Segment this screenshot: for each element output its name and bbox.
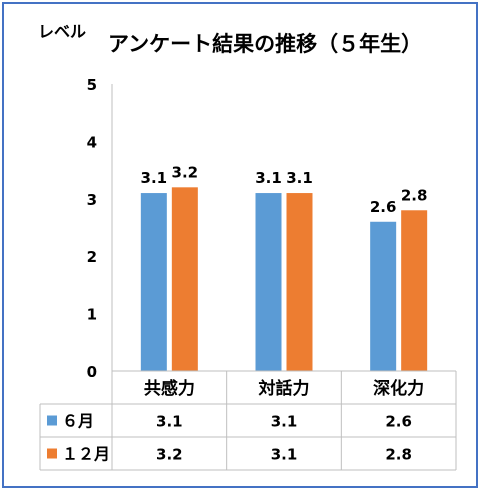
- data-label: 2.6: [370, 198, 397, 216]
- y-tick-label: 1: [87, 306, 97, 324]
- table-cell: 3.1: [271, 446, 298, 464]
- table-cell: 3.1: [156, 413, 183, 431]
- bar-december-1: [171, 187, 198, 371]
- legend-swatch: [47, 415, 57, 426]
- y-tick-label: 5: [87, 76, 97, 94]
- x-tick-label: 対話力: [258, 378, 310, 399]
- legend-label: １２月: [62, 445, 110, 464]
- y-tick-label: 0: [87, 363, 97, 381]
- bar-june-1: [140, 193, 167, 371]
- table-cell: 3.2: [156, 446, 183, 464]
- data-label: 2.8: [401, 186, 428, 204]
- legend-swatch: [47, 448, 57, 459]
- table-cell: 3.1: [271, 413, 298, 431]
- data-label: 3.1: [255, 169, 282, 187]
- x-tick-label: 共感力: [144, 378, 195, 399]
- table-cell: 2.8: [385, 446, 412, 464]
- y-axis-label: レベル: [38, 22, 86, 41]
- chart-title: アンケート結果の推移（５年生）: [108, 32, 422, 56]
- y-tick-label: 3: [87, 191, 97, 209]
- data-label: 3.1: [141, 169, 168, 187]
- bar-december-2: [286, 193, 313, 371]
- data-label: 3.1: [286, 169, 313, 187]
- bar-june-2: [255, 193, 282, 371]
- x-tick-label: 深化力: [373, 378, 424, 399]
- table-cell: 2.6: [385, 413, 412, 431]
- legend-label: ６月: [62, 412, 94, 431]
- bar-june-3: [370, 221, 397, 371]
- data-label: 3.2: [172, 163, 199, 181]
- y-tick-label: 4: [87, 133, 97, 151]
- y-tick-label: 2: [87, 248, 97, 266]
- bar-december-3: [401, 210, 428, 371]
